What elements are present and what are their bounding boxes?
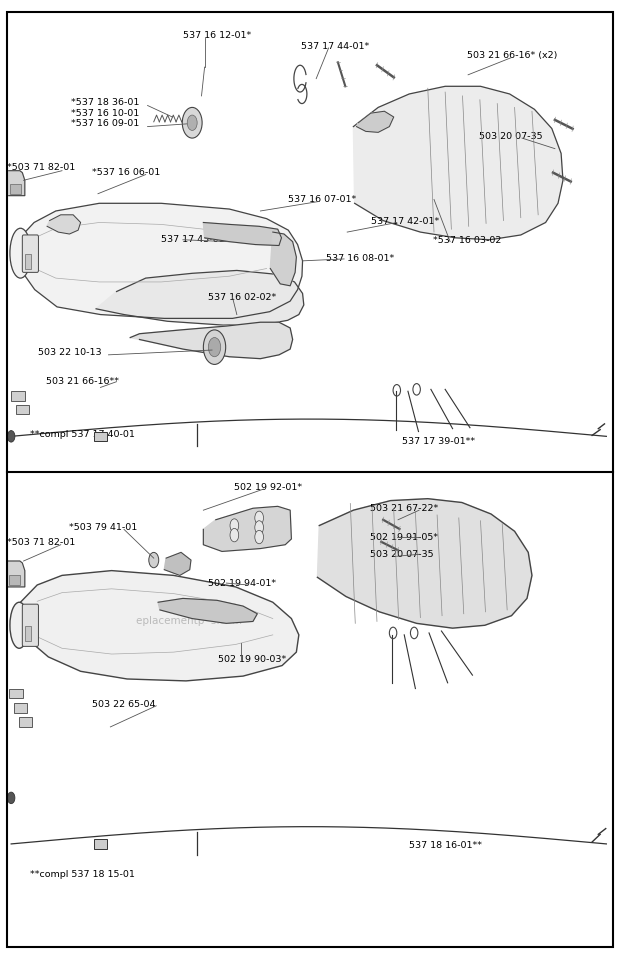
Text: *537 16 10-01: *537 16 10-01	[71, 108, 140, 118]
Polygon shape	[20, 203, 303, 318]
Circle shape	[255, 511, 264, 525]
Circle shape	[230, 528, 239, 542]
Polygon shape	[317, 499, 532, 628]
Bar	[25, 626, 31, 641]
Circle shape	[230, 519, 239, 532]
Text: 537 16 02-02*: 537 16 02-02*	[208, 292, 276, 302]
Polygon shape	[7, 561, 25, 587]
Circle shape	[208, 338, 221, 357]
Text: *537 18 36-01: *537 18 36-01	[71, 98, 140, 107]
Text: 503 22 10-13: 503 22 10-13	[38, 348, 102, 358]
Polygon shape	[47, 215, 81, 234]
Polygon shape	[353, 86, 563, 240]
Text: 503 20 07-35: 503 20 07-35	[370, 550, 434, 559]
Bar	[9, 575, 20, 585]
Text: 503 21 66-16* (x2): 503 21 66-16* (x2)	[467, 51, 557, 60]
Text: eplacementp  s.com: eplacementp s.com	[136, 617, 242, 626]
FancyBboxPatch shape	[22, 604, 38, 646]
Text: *503 71 82-01: *503 71 82-01	[7, 163, 76, 173]
Circle shape	[182, 107, 202, 138]
Text: *503 79 41-01: *503 79 41-01	[69, 523, 138, 532]
Text: **compl 537 17 40-01: **compl 537 17 40-01	[30, 430, 135, 439]
Text: *537 16 06-01: *537 16 06-01	[92, 168, 160, 177]
Text: 537 17 39-01**: 537 17 39-01**	[402, 436, 475, 446]
Circle shape	[187, 115, 197, 130]
Text: 537 17 44-01*: 537 17 44-01*	[301, 41, 369, 51]
Circle shape	[149, 552, 159, 568]
Text: 502 19 91-05*: 502 19 91-05*	[370, 532, 438, 542]
Circle shape	[7, 431, 15, 442]
Text: 537 17 42-01*: 537 17 42-01*	[371, 217, 439, 226]
Bar	[19, 717, 32, 727]
Text: 537 17 43-01*: 537 17 43-01*	[161, 235, 229, 245]
Circle shape	[7, 792, 15, 804]
Polygon shape	[130, 322, 293, 359]
Text: *503 71 82-01: *503 71 82-01	[7, 538, 76, 548]
Text: 503 21 66-16**: 503 21 66-16**	[46, 377, 120, 386]
Polygon shape	[203, 222, 281, 246]
Bar	[16, 405, 29, 414]
Polygon shape	[164, 552, 191, 575]
Text: 537 16 12-01*: 537 16 12-01*	[183, 31, 251, 40]
Bar	[94, 432, 107, 441]
Polygon shape	[9, 171, 25, 196]
Text: *537 16 03-02: *537 16 03-02	[433, 236, 501, 246]
Bar	[10, 184, 21, 194]
Circle shape	[255, 530, 264, 544]
Ellipse shape	[10, 228, 31, 278]
Text: 502 19 94-01*: 502 19 94-01*	[208, 578, 276, 588]
Text: 502 19 90-03*: 502 19 90-03*	[218, 655, 286, 665]
Text: 537 16 07-01*: 537 16 07-01*	[288, 195, 356, 204]
Text: 537 16 08-01*: 537 16 08-01*	[326, 254, 394, 264]
Text: **compl 537 18 15-01: **compl 537 18 15-01	[30, 870, 135, 879]
Bar	[9, 689, 23, 698]
Polygon shape	[356, 111, 394, 132]
Text: 503 21 67-22*: 503 21 67-22*	[370, 503, 438, 513]
Text: *537 16 09-01: *537 16 09-01	[71, 119, 140, 129]
Text: 503 20 07-35: 503 20 07-35	[479, 131, 542, 141]
Text: 537 18 16-01**: 537 18 16-01**	[409, 841, 482, 851]
Polygon shape	[158, 598, 257, 623]
Ellipse shape	[10, 602, 29, 648]
Polygon shape	[203, 506, 291, 551]
Bar	[94, 839, 107, 849]
Bar	[25, 254, 31, 269]
Bar	[11, 391, 25, 401]
Circle shape	[203, 330, 226, 364]
Text: 503 22 65-04: 503 22 65-04	[92, 700, 155, 710]
FancyBboxPatch shape	[22, 235, 38, 272]
Bar	[14, 703, 27, 713]
Circle shape	[255, 521, 264, 534]
Text: 502 19 92-01*: 502 19 92-01*	[234, 482, 303, 492]
Polygon shape	[270, 232, 296, 286]
Polygon shape	[96, 270, 304, 325]
Polygon shape	[19, 571, 299, 681]
